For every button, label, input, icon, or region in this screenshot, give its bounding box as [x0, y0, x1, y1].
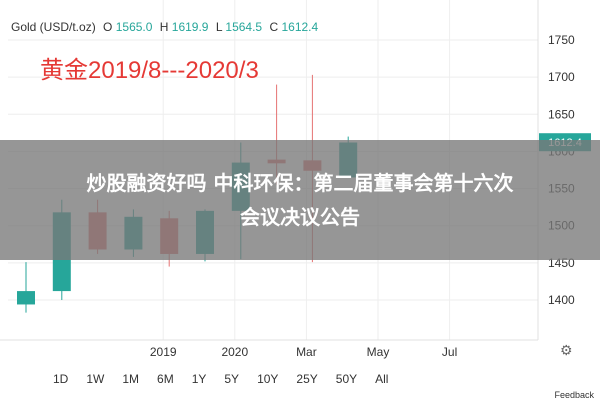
range-button-25y[interactable]: 25Y	[296, 372, 318, 386]
open-label: O	[103, 20, 113, 34]
close-label: C	[269, 20, 279, 34]
range-button-1y[interactable]: 1Y	[191, 372, 207, 386]
banner-line-2: 会议决议公告	[240, 205, 360, 229]
y-tick-label: 1700	[548, 70, 575, 84]
chart-annotation: 黄金2019/8---2020/3	[40, 57, 259, 84]
ohlc-header: Gold (USD/t.oz) O 1565.0 H 1619.9 L 1564…	[11, 20, 318, 34]
x-tick-label: Jul	[442, 345, 457, 359]
feedback-link[interactable]: Feedback	[554, 390, 594, 400]
range-button-1w[interactable]: 1W	[86, 372, 105, 386]
time-range-bar: 1D 1W 1M 6M 1Y 5Y 10Y 25Y 50Y All	[44, 372, 397, 386]
banner-line-1: 炒股融资好吗 中科环保：第二届董事会第十六次	[86, 171, 514, 195]
x-tick-label: May	[367, 345, 390, 359]
y-tick-label: 1400	[548, 293, 575, 307]
settings-gear-icon[interactable]: ⚙	[560, 342, 573, 358]
x-tick-label: Mar	[296, 345, 317, 359]
range-button-10y[interactable]: 10Y	[257, 372, 279, 386]
x-axis: 2019 2020 Mar May Jul	[0, 339, 538, 359]
y-tick-label: 1650	[548, 107, 575, 121]
high-label: H	[159, 20, 169, 34]
x-tick-label: 2020	[221, 345, 248, 359]
range-button-6m[interactable]: 6M	[157, 372, 174, 386]
x-tick-label: 2019	[150, 345, 177, 359]
close-value: 1612.4	[281, 20, 319, 34]
range-button-50y[interactable]: 50Y	[335, 372, 358, 386]
low-label: L	[215, 20, 223, 34]
overlay-banner[interactable]: 炒股融资好吗 中科环保：第二届董事会第十六次 会议决议公告	[0, 140, 600, 260]
range-button-1m[interactable]: 1M	[122, 372, 140, 386]
high-value: 1619.9	[171, 20, 209, 34]
low-value: 1564.5	[225, 20, 263, 34]
banner-headline[interactable]: 炒股融资好吗 中科环保：第二届董事会第十六次 会议决议公告	[20, 166, 580, 234]
open-value: 1565.0	[115, 20, 153, 34]
range-button-all[interactable]: All	[375, 372, 389, 386]
symbol-label: Gold (USD/t.oz)	[11, 20, 96, 34]
range-button-5y[interactable]: 5Y	[224, 372, 240, 386]
candle-body	[17, 291, 35, 305]
y-tick-label: 1750	[548, 33, 575, 47]
range-button-1d[interactable]: 1D	[53, 372, 69, 386]
